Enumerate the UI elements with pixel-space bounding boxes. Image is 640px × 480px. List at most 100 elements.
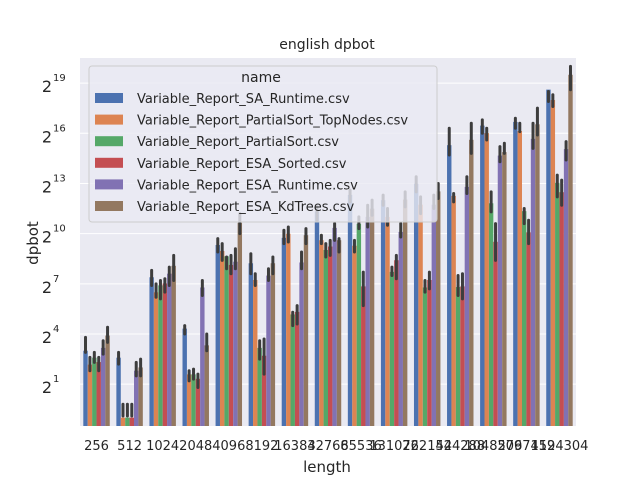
x-tick-label: 1024 [146, 439, 179, 454]
bar [299, 262, 304, 426]
y-tick-exponent: 7 [53, 274, 59, 285]
legend-label: Variable_Report_PartialSort.csv [137, 135, 339, 150]
legend-swatch [95, 114, 123, 125]
y-tick-exponent: 10 [53, 224, 66, 235]
bar [162, 283, 168, 426]
chart-title: english dpbot [279, 37, 375, 53]
legend-swatch [95, 179, 123, 190]
x-tick-label: 262144 [402, 439, 452, 454]
y-tick-exponent: 13 [53, 173, 66, 184]
bar [352, 245, 357, 426]
x-tick-label: 8192 [245, 439, 278, 454]
bar [290, 314, 295, 426]
y-tick-label: 2 [42, 328, 52, 347]
bar [253, 279, 258, 426]
y-tick-label: 2 [42, 127, 52, 146]
bar [257, 347, 262, 426]
y-tick-exponent: 19 [53, 73, 66, 84]
bar [153, 292, 159, 426]
bar [385, 216, 390, 426]
bar [116, 357, 121, 426]
bar [200, 287, 205, 426]
x-tick-label: 1048576 [464, 439, 522, 454]
bar [398, 231, 403, 426]
x-axis-label: length [303, 458, 351, 476]
bar [488, 203, 494, 426]
x-tick-label: 2097152 [497, 439, 555, 454]
x-tick-label: 4096 [212, 439, 245, 454]
bar [182, 328, 187, 426]
bar [105, 335, 110, 426]
legend: name Variable_Report_SA_Runtime.csvVaria… [88, 65, 438, 223]
bar [436, 191, 441, 426]
bar [451, 195, 456, 426]
legend-label: Variable_Report_ESA_Runtime.csv [137, 178, 358, 193]
bar [365, 216, 370, 426]
x-tick-label: 256 [84, 439, 109, 454]
bar [224, 256, 229, 426]
legend-swatch [95, 136, 123, 147]
bar [96, 362, 101, 426]
bar [460, 286, 465, 426]
bar [535, 124, 540, 427]
bar [427, 279, 432, 426]
legend-label: Variable_Report_ESA_Sorted.csv [137, 157, 347, 172]
bar [261, 355, 267, 426]
bar [134, 370, 139, 426]
bar [215, 244, 220, 426]
y-tick-label: 2 [42, 77, 52, 96]
bar [129, 417, 135, 426]
bar [521, 211, 527, 426]
bar [328, 246, 333, 426]
bar [233, 261, 238, 426]
bar [455, 287, 461, 426]
bar [125, 417, 130, 426]
bar [191, 374, 196, 426]
bar [138, 367, 143, 426]
legend-swatch [95, 93, 123, 103]
bar [319, 240, 324, 426]
legend-box [88, 65, 438, 223]
bar [270, 263, 276, 426]
bar [480, 125, 485, 426]
bar [237, 222, 243, 426]
bar [281, 237, 287, 426]
bar [347, 194, 353, 426]
bar [171, 265, 176, 426]
bar [219, 250, 225, 426]
legend-items: Variable_Report_SA_Runtime.csv Variable_R… [95, 92, 408, 215]
bar [323, 249, 328, 426]
legend-title: name [241, 70, 281, 86]
bar [303, 235, 309, 426]
bar [158, 285, 163, 426]
bar [517, 131, 522, 426]
bar [502, 152, 507, 426]
x-tick-label: 524288 [435, 439, 485, 454]
bars [83, 74, 573, 427]
bar [526, 232, 531, 426]
bar [369, 208, 375, 426]
legend-label: Variable_Report_SA_Runtime.csv [137, 92, 350, 107]
bar [563, 149, 569, 426]
x-tick-label: 65536 [340, 439, 381, 454]
bar [422, 287, 428, 426]
bar [336, 240, 342, 426]
bar [559, 192, 564, 426]
bar [550, 100, 556, 427]
bar [394, 260, 399, 426]
x-tick-labels: 256 512 1024 2048 4096 8192163843276865536131… [84, 439, 588, 454]
bar [332, 227, 337, 426]
bar [418, 204, 423, 426]
bar [361, 286, 366, 426]
legend-swatch [95, 201, 123, 211]
y-tick-label: 2 [42, 378, 52, 397]
bar [530, 138, 536, 426]
bar [120, 417, 126, 426]
bar [484, 133, 489, 426]
x-tick-label: 4194304 [531, 439, 589, 454]
y-tick-exponent: 16 [53, 123, 66, 134]
y-axis-label: dpbot [24, 221, 42, 265]
bar [228, 264, 234, 426]
bar [402, 199, 408, 426]
x-tick-label: 2048 [179, 439, 212, 454]
